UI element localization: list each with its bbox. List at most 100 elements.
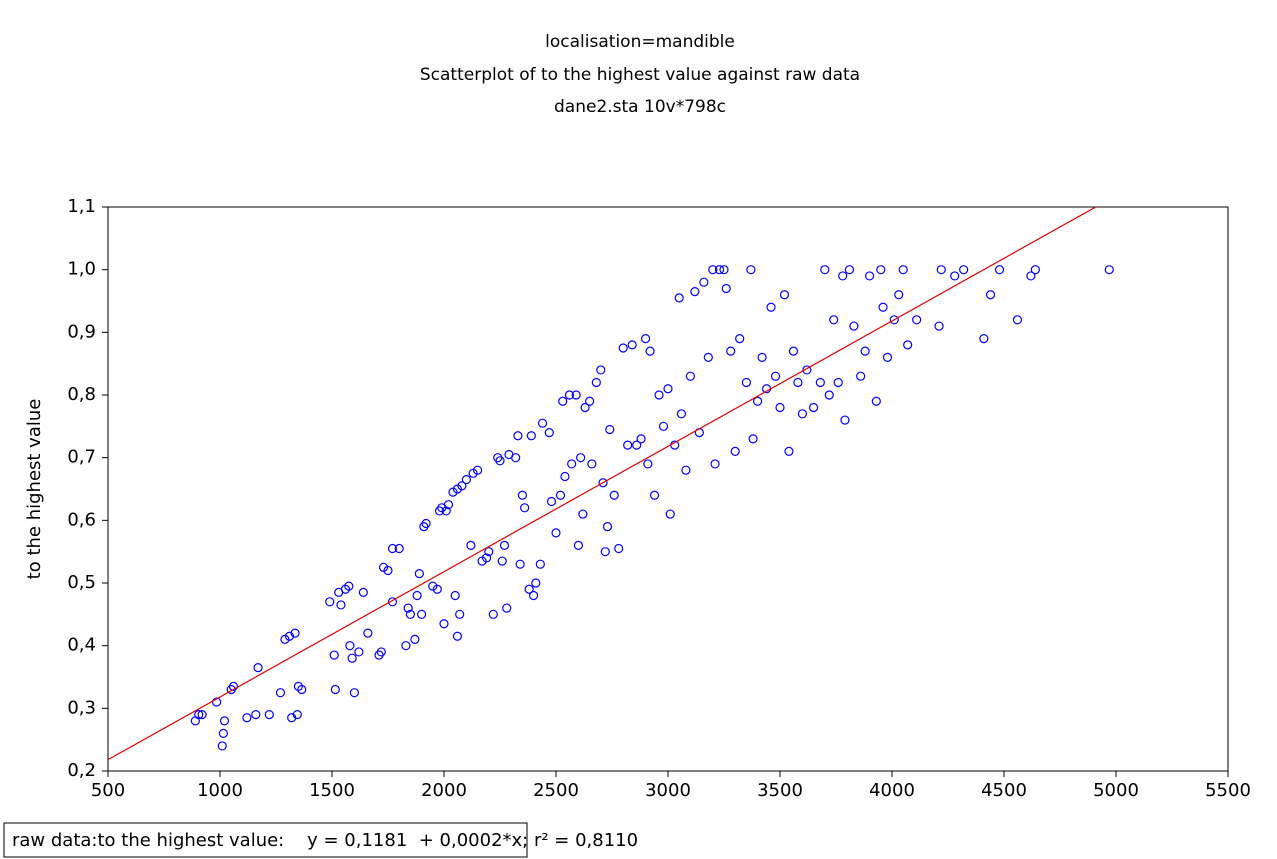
point [640,334,651,344]
point [405,609,415,619]
y-tick-label: 0,5 [67,572,96,593]
point [587,459,597,469]
point [488,609,498,619]
point [511,453,521,463]
point [349,688,359,698]
point [354,647,364,657]
y-tick-label: 0,9 [67,321,96,342]
y-tick-label: 0,6 [67,509,96,530]
point [726,346,736,356]
chart-title: localisation=mandible [545,32,735,52]
point [752,396,763,406]
point [576,453,586,463]
regression-line [108,207,1097,761]
point [959,265,969,275]
point [735,334,745,344]
point [654,390,664,400]
chart-caption: dane2.sta 10v*798c [554,97,726,117]
point [844,265,855,275]
point [876,265,886,275]
point [571,390,581,400]
point [253,662,263,673]
point [564,390,575,400]
point [473,465,483,475]
point [401,641,411,651]
point [829,315,839,325]
plot-area [107,206,1229,772]
point [264,709,274,720]
point [674,293,684,303]
point [950,271,960,281]
point [636,434,646,444]
point [730,446,740,456]
point [358,587,368,598]
x-tick-label: 2000 [421,780,467,801]
point [1104,265,1114,275]
y-tick-label: 1,0 [67,259,96,280]
point [421,518,431,529]
point [797,409,808,419]
point [690,287,700,297]
point [376,647,386,657]
point [856,371,866,381]
point [649,490,660,500]
point [558,396,568,406]
point [685,371,696,381]
point [535,559,545,569]
point [584,396,595,406]
point [676,409,687,419]
point [994,265,1005,275]
point [708,265,718,275]
point [287,713,297,723]
point [838,271,848,281]
point [219,716,230,726]
point [788,346,799,356]
x-tick-label: 4000 [869,780,915,801]
point [614,543,624,554]
point [618,343,628,353]
y-tick-label: 1,1 [67,196,96,217]
point [443,500,454,510]
point [1030,265,1040,275]
point [218,728,228,739]
point [537,418,548,428]
point [596,365,606,375]
point [775,402,785,413]
y-tick-label: 0,8 [67,384,96,405]
point [344,581,354,591]
point [605,424,615,435]
point [578,509,588,519]
point [793,377,803,388]
point [292,709,302,720]
point [820,265,830,275]
point [889,315,899,325]
point [546,496,557,507]
point [860,346,870,356]
point [779,290,790,300]
point [1026,271,1036,281]
point [658,421,669,431]
point [228,681,239,692]
point [714,265,725,275]
point [439,619,449,629]
point [517,490,528,500]
point [934,321,944,331]
point [551,528,561,538]
point [573,540,584,551]
point [681,465,691,475]
point [766,302,776,312]
point [383,565,393,576]
legend-box [3,822,528,858]
point [864,271,875,281]
point [520,503,530,513]
point [329,650,339,660]
point [466,540,476,551]
point [663,384,673,394]
point [495,456,505,466]
point [802,365,812,375]
point [1012,315,1023,325]
point [849,321,859,331]
x-tick-label: 5500 [1205,780,1251,801]
point [526,431,536,441]
